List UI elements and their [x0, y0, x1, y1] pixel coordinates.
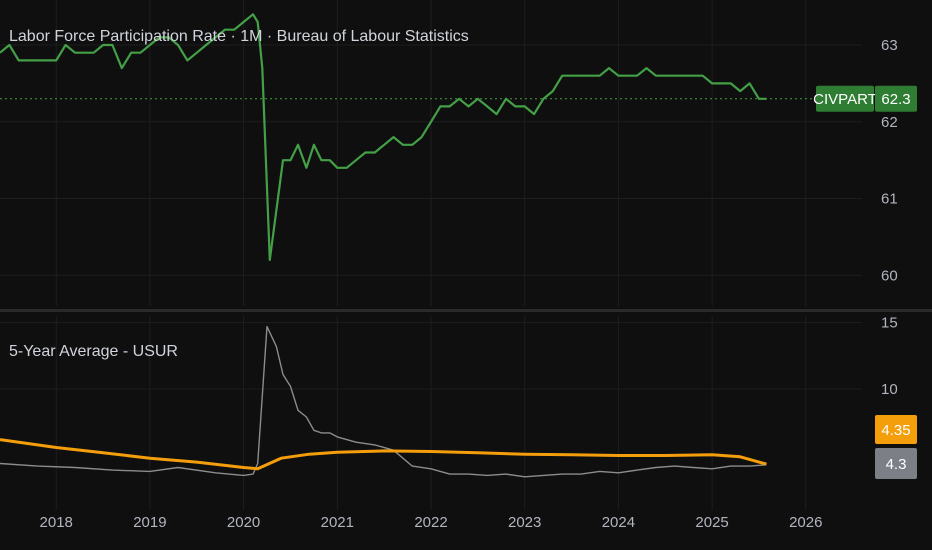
- average-value-badge: [875, 415, 917, 444]
- unemployment-grid: [0, 316, 862, 510]
- x-tick-label-2020: 2020: [227, 514, 260, 531]
- civpart-name-tag: [816, 85, 874, 112]
- y-tick-label-60: 60: [881, 267, 898, 284]
- civpart-name-label: CIVPART: [813, 91, 877, 108]
- average-value-label: 4.35: [881, 422, 910, 439]
- x-tick-label-2018: 2018: [40, 514, 73, 531]
- usur-value-tag[interactable]: 4.3: [875, 448, 917, 479]
- x-tick-label-2022: 2022: [414, 514, 447, 531]
- civpart-value-label: 62.3: [881, 91, 910, 108]
- civpart-value-badge: [875, 85, 917, 112]
- civpart-series-line[interactable]: [0, 13, 767, 261]
- y-tick-label-15: 15: [881, 315, 898, 332]
- usur-value-badge: [875, 448, 917, 479]
- usur-value-label: 4.3: [886, 456, 907, 473]
- x-tick-label-2023: 2023: [508, 514, 541, 531]
- participation-y-axis: 63 62 61 60: [881, 37, 898, 284]
- y-tick-label-10: 10: [881, 381, 898, 398]
- time-axis[interactable]: 2018 2019 2020 2021 2022 2023 2024 2025 2026: [40, 514, 823, 531]
- usur-series-line[interactable]: [0, 325, 767, 478]
- participation-pane[interactable]: Labor Force Participation Rate · 1M · Bu…: [0, 0, 917, 306]
- y-tick-label-62: 62: [881, 114, 898, 131]
- civpart-value-tag[interactable]: CIVPART 62.3: [813, 85, 917, 112]
- x-tick-label-2024: 2024: [602, 514, 635, 531]
- x-tick-label-2019: 2019: [133, 514, 166, 531]
- y-tick-label-61: 61: [881, 191, 898, 208]
- x-tick-label-2021: 2021: [321, 514, 354, 531]
- unemployment-chart-title: 5-Year Average - USUR: [9, 343, 178, 360]
- x-tick-label-2026: 2026: [789, 514, 822, 531]
- x-tick-label-2025: 2025: [695, 514, 728, 531]
- five-year-average-line[interactable]: [0, 438, 767, 471]
- participation-chart-title: Labor Force Participation Rate · 1M · Bu…: [9, 28, 469, 45]
- average-value-tag[interactable]: 4.35: [875, 415, 917, 444]
- y-tick-label-63: 63: [881, 37, 898, 54]
